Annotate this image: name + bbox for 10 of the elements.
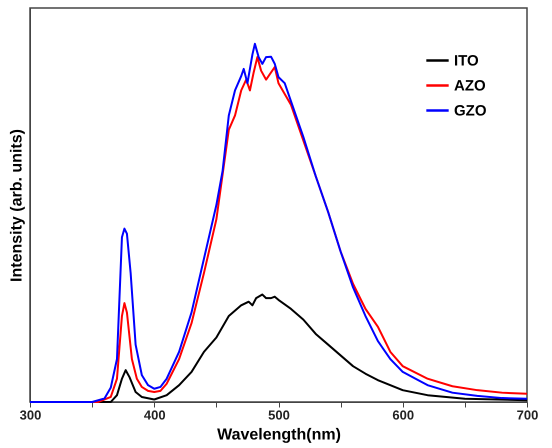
legend-label: AZO: [454, 78, 486, 94]
legend-label: ITO: [454, 52, 480, 70]
x-tick-label: 600: [392, 408, 414, 422]
x-tick-label: 700: [516, 408, 538, 422]
x-tick-label: 500: [268, 408, 290, 422]
x-axis-title: Wavelength(nm): [217, 426, 341, 444]
legend-label: GZO: [454, 102, 487, 120]
x-tick-label: 300: [20, 408, 42, 422]
y-axis-title: Intensity (arb. units): [8, 129, 26, 282]
x-tick-label: 400: [144, 408, 166, 422]
